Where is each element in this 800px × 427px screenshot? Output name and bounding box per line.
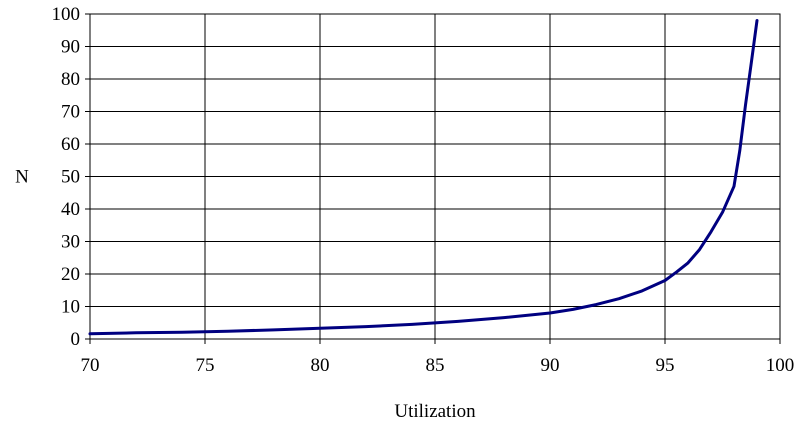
- series-line: [88, 19, 759, 336]
- y-tick-label: 20: [61, 264, 80, 285]
- y-tick-label: 60: [61, 134, 80, 155]
- x-tick-label: 80: [311, 355, 330, 376]
- y-tick-label: 90: [61, 37, 80, 58]
- series-layer: [88, 19, 759, 336]
- y-tick-label: 70: [61, 102, 80, 123]
- y-tick-label: 50: [61, 167, 80, 188]
- grid-lines: [89, 13, 781, 340]
- x-axis-tick-labels: 70 75 80 85 90 95 100: [81, 339, 795, 376]
- y-tick-label: 40: [61, 199, 80, 220]
- y-tick-label: 0: [71, 329, 81, 350]
- x-tick-label: 95: [656, 355, 675, 376]
- y-axis-tick-labels: 0 10 20 30 40 50 60 70 80 90 100: [52, 4, 90, 350]
- x-tick-label: 75: [196, 355, 215, 376]
- x-tick-label: 70: [81, 355, 100, 376]
- y-tick-label: 30: [61, 232, 80, 253]
- y-tick-label: 100: [52, 4, 81, 25]
- y-axis-title: N: [15, 167, 29, 188]
- x-tick-label: 85: [426, 355, 445, 376]
- x-tick-label: 90: [541, 355, 560, 376]
- y-tick-label: 80: [61, 69, 80, 90]
- x-axis-title: Utilization: [394, 401, 476, 422]
- x-tick-label: 100: [766, 355, 795, 376]
- y-tick-label: 10: [61, 297, 80, 318]
